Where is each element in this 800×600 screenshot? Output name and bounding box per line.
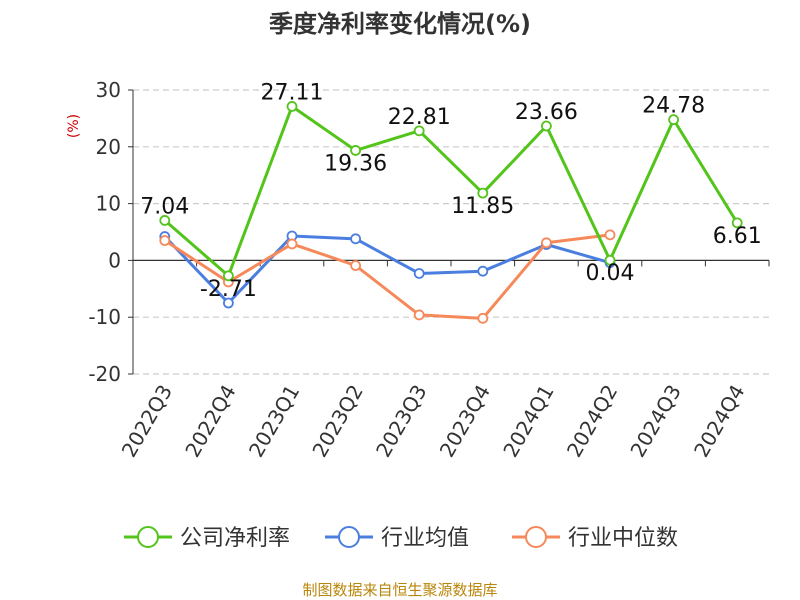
chart-title: 季度净利率变化情况(%) [269, 10, 531, 38]
x-tick-label: 2024Q2 [562, 381, 622, 462]
data-label: 22.81 [388, 105, 451, 130]
data-point [477, 187, 489, 199]
data-point [604, 254, 616, 266]
data-label: 27.11 [261, 80, 324, 105]
data-point [413, 125, 425, 137]
data-point [477, 312, 489, 324]
source-note: 制图数据来自恒生聚源数据库 [302, 581, 497, 599]
data-label: 0.04 [586, 261, 635, 286]
data-label: 11.85 [451, 194, 514, 219]
data-label: 23.66 [515, 100, 578, 125]
data-label: 7.04 [140, 194, 189, 219]
x-tick-label: 2023Q4 [435, 381, 495, 462]
legend-label: 公司净利率 [180, 526, 290, 551]
data-label: 6.61 [713, 224, 762, 249]
legend-label: 行业中位数 [568, 526, 678, 551]
legend-marker [137, 526, 159, 548]
y-tick-label: 30 [96, 78, 121, 102]
data-point [350, 260, 362, 271]
data-label: 19.36 [324, 151, 387, 176]
data-point [668, 114, 679, 126]
data-point [477, 265, 489, 277]
y-tick-label: -20 [88, 362, 121, 386]
data-point [222, 270, 234, 282]
axes [132, 90, 769, 374]
data-point [222, 297, 234, 309]
data-point [731, 217, 743, 229]
x-tick-label: 2023Q3 [371, 381, 431, 462]
data-point [350, 145, 362, 156]
data-point [159, 235, 171, 246]
series-group [159, 101, 743, 324]
data-point [286, 238, 298, 250]
data-point [413, 309, 425, 321]
y-axis-ticks: 30 20 10 0 -10 -20 [88, 78, 133, 386]
legend-label: 行业均值 [381, 526, 469, 551]
data-point [350, 233, 362, 245]
data-point [159, 215, 171, 226]
y-tick-label: 10 [96, 192, 121, 216]
series-line [163, 104, 739, 278]
data-point [413, 268, 425, 279]
x-tick-label: 2023Q1 [244, 381, 304, 462]
series-line [163, 234, 611, 305]
x-tick-label: 2024Q3 [625, 381, 685, 462]
data-label: 24.78 [642, 94, 705, 119]
x-tick-label: 2023Q2 [307, 381, 367, 462]
y-tick-label: 0 [108, 248, 121, 272]
y-tick-label: -10 [88, 305, 121, 329]
y-axis-unit-label: (%) [66, 114, 82, 138]
x-tick-label: 2024Q1 [498, 381, 558, 462]
legend-marker [338, 526, 360, 548]
data-point [541, 237, 552, 249]
series-line [163, 233, 611, 320]
legend: 公司净利率 行业均值 行业中位数 [124, 526, 678, 551]
data-point [541, 120, 552, 132]
x-tick-label: 2024Q4 [689, 381, 749, 462]
data-point [604, 229, 616, 241]
x-tick-label: 2022Q3 [117, 381, 177, 462]
data-point [286, 101, 298, 112]
y-tick-label: 20 [96, 135, 121, 159]
legend-marker [525, 526, 547, 548]
x-tick-label: 2022Q4 [180, 381, 240, 462]
data-label: -2.71 [200, 277, 257, 302]
grid-lines [133, 89, 769, 375]
